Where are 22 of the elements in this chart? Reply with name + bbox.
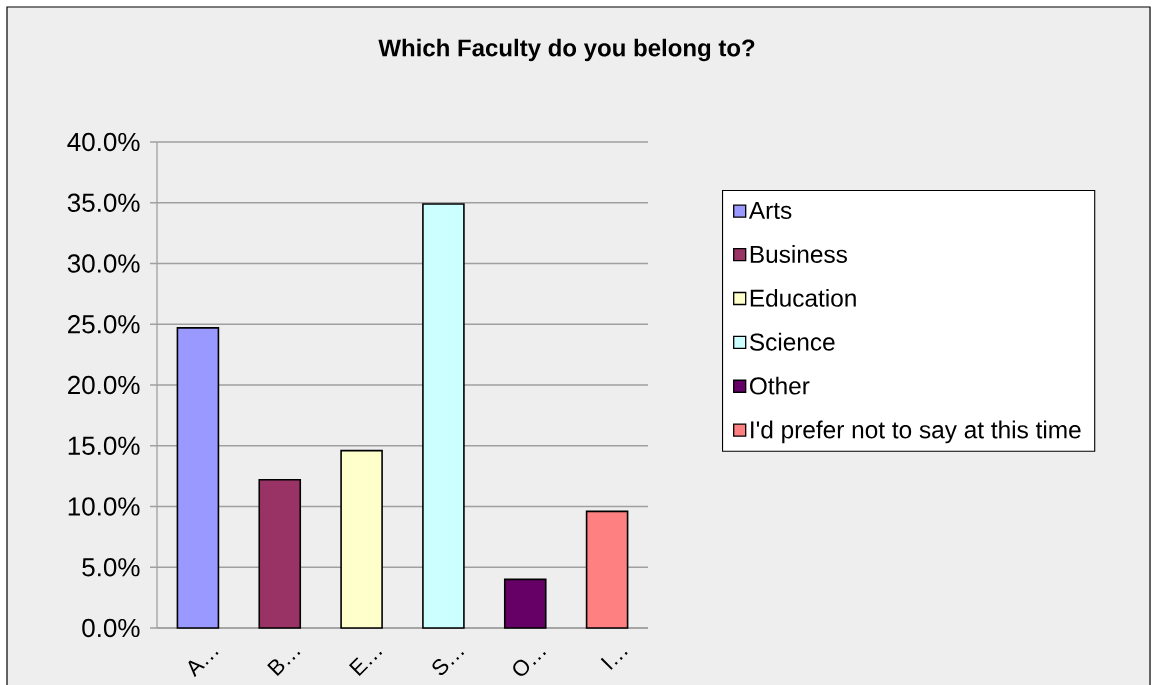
y-tick-label: 40.0% — [67, 132, 140, 152]
y-tick-label: 25.0% — [68, 315, 140, 334]
legend-label: Arts — [748, 202, 792, 220]
legend-label: Science — [749, 332, 835, 351]
legend-label: Business — [750, 245, 847, 263]
y-tick-label: 30.0% — [67, 254, 140, 273]
x-tick-label: O… — [513, 651, 547, 676]
y-tick-label: 5.0% — [82, 558, 140, 577]
y-tick-label: 15.0% — [68, 436, 140, 455]
x-tick-label: B… — [267, 651, 301, 677]
y-tick-label: 20.0% — [68, 375, 140, 395]
x-tick-label: E… — [348, 651, 383, 677]
legend-label: Education — [750, 288, 856, 307]
chart-title: Which Faculty do you belong to? — [378, 38, 755, 62]
legend-label: Other — [750, 376, 810, 395]
y-tick-label: 35.0% — [67, 193, 140, 212]
x-tick-label: A… — [188, 651, 219, 678]
x-tick-label: S… — [432, 651, 465, 675]
y-tick-label: 10.0% — [68, 497, 140, 516]
x-tick-label: I… — [600, 651, 628, 670]
y-tick-label: 0.0% — [82, 618, 140, 638]
legend-label: I'd prefer not to say at this time — [751, 420, 1081, 444]
